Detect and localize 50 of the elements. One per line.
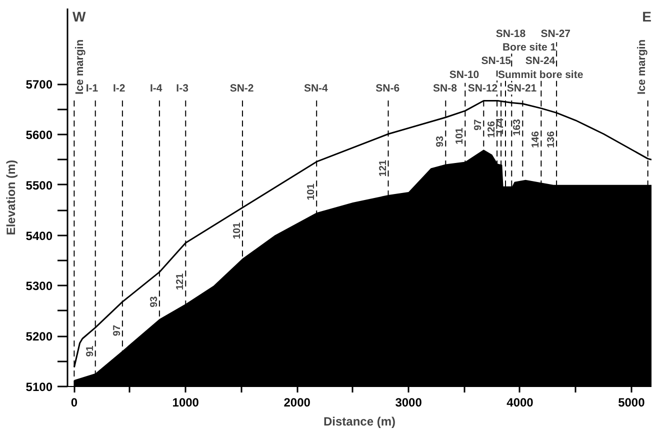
ref-line-label: I-4	[150, 82, 162, 94]
x-tick-label: 5000	[618, 396, 646, 410]
y-tick-label: 5100	[26, 380, 53, 394]
annotation: 93	[435, 136, 446, 148]
ref-line-label: SN-21	[506, 82, 537, 94]
ref-line-label: SN-10	[449, 68, 480, 81]
ref-line-label: SN-15	[481, 55, 512, 68]
annotation: 121	[378, 159, 389, 177]
x-tick-label: 4000	[506, 396, 534, 410]
x-tick-label: 2000	[284, 396, 311, 410]
ref-line-label: Bore site 1	[502, 42, 556, 54]
ref-line-label: Ice margin	[636, 39, 648, 94]
ref-line-label: I-2	[112, 82, 126, 94]
annotation: E	[642, 8, 652, 24]
x-tick-label: 0	[70, 396, 78, 410]
x-axis-title: Distance (m)	[323, 414, 396, 428]
annotation: W	[72, 8, 86, 24]
annotation: 97	[112, 324, 123, 336]
ref-line-label: SN-4	[304, 82, 328, 94]
ref-line-label: SN-6	[376, 82, 400, 94]
annotation: 101	[232, 222, 243, 240]
ref-line-label: SN-18	[496, 28, 526, 40]
annotation: 136	[546, 130, 558, 148]
y-tick-label: 5300	[26, 279, 53, 294]
annotation: 121	[175, 272, 186, 290]
annotation: 91	[84, 345, 96, 357]
x-tick-label: 3000	[395, 396, 422, 410]
annotation: 146	[530, 130, 542, 148]
ref-line-label: I-1	[86, 82, 98, 94]
ref-line-label: SN-8	[433, 82, 458, 94]
y-tick-label: 5700	[26, 78, 53, 92]
annotation: 93	[148, 296, 160, 308]
ref-line-label: SN-2	[230, 82, 254, 94]
ref-line-label: I-3	[176, 82, 189, 94]
annotation: 101	[454, 127, 466, 144]
ref-line-label: SN-27	[540, 28, 571, 40]
annotation: 101	[306, 183, 318, 200]
y-tick-label: 5600	[26, 128, 53, 142]
annotation: 163	[512, 118, 524, 136]
ref-line-label: Ice margin	[74, 39, 86, 94]
y-tick-label: 5400	[26, 228, 53, 243]
annotation: 97	[473, 118, 484, 130]
annotation: 174	[495, 118, 506, 135]
ref-line-label: Summit bore site	[498, 68, 584, 81]
x-tick-label: 1000	[172, 396, 200, 410]
y-tick-label: 5200	[26, 330, 53, 344]
ref-line-label: SN-12	[468, 82, 498, 94]
y-axis-title: Elevation (m)	[4, 160, 18, 236]
ref-line-label: SN-24	[525, 55, 556, 68]
y-tick-label: 5500	[26, 178, 53, 192]
